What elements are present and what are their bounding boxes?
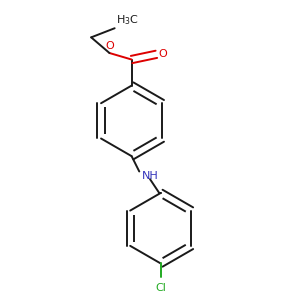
Text: H$_3$C: H$_3$C <box>116 13 139 27</box>
Text: O: O <box>159 49 168 59</box>
Text: Cl: Cl <box>155 284 166 293</box>
Text: O: O <box>105 41 114 52</box>
Text: NH: NH <box>142 171 159 181</box>
